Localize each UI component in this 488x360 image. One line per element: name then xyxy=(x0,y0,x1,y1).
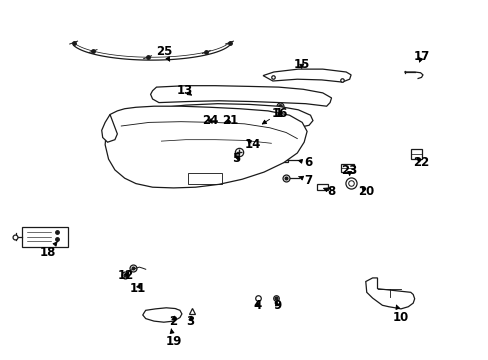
Polygon shape xyxy=(105,106,306,188)
Text: 8: 8 xyxy=(323,185,335,198)
Bar xyxy=(188,173,222,184)
Text: 9: 9 xyxy=(273,299,281,312)
Text: 11: 11 xyxy=(129,282,146,295)
Polygon shape xyxy=(102,114,117,142)
Text: 12: 12 xyxy=(118,269,134,282)
Bar xyxy=(22,227,68,247)
Text: 24: 24 xyxy=(202,114,218,127)
Text: 6: 6 xyxy=(298,156,311,169)
Bar xyxy=(282,158,287,162)
Text: 17: 17 xyxy=(412,50,429,63)
Text: 25: 25 xyxy=(155,45,172,61)
Text: 5: 5 xyxy=(232,152,240,165)
Text: 20: 20 xyxy=(357,185,373,198)
Bar xyxy=(212,92,239,100)
Bar xyxy=(198,126,210,136)
Bar xyxy=(213,126,224,136)
Polygon shape xyxy=(263,69,350,82)
Text: 18: 18 xyxy=(40,241,58,259)
Text: 14: 14 xyxy=(244,138,261,151)
Text: 23: 23 xyxy=(341,165,357,177)
Text: 16: 16 xyxy=(271,107,287,120)
Text: 10: 10 xyxy=(392,305,408,324)
Text: 15: 15 xyxy=(293,58,309,71)
Polygon shape xyxy=(365,278,414,309)
Text: 1: 1 xyxy=(262,107,282,124)
Text: 22: 22 xyxy=(412,156,429,169)
Polygon shape xyxy=(151,104,312,128)
Text: 7: 7 xyxy=(298,174,311,186)
Bar xyxy=(316,184,327,190)
Text: 4: 4 xyxy=(253,299,261,312)
Text: 3: 3 xyxy=(186,315,194,328)
Polygon shape xyxy=(142,308,182,322)
Text: 19: 19 xyxy=(165,329,182,348)
Text: 21: 21 xyxy=(221,114,238,127)
Bar xyxy=(410,149,421,159)
Bar xyxy=(341,164,353,172)
Text: 2: 2 xyxy=(169,315,177,328)
Bar xyxy=(173,92,200,100)
Text: 13: 13 xyxy=(176,84,193,97)
Polygon shape xyxy=(150,86,331,106)
